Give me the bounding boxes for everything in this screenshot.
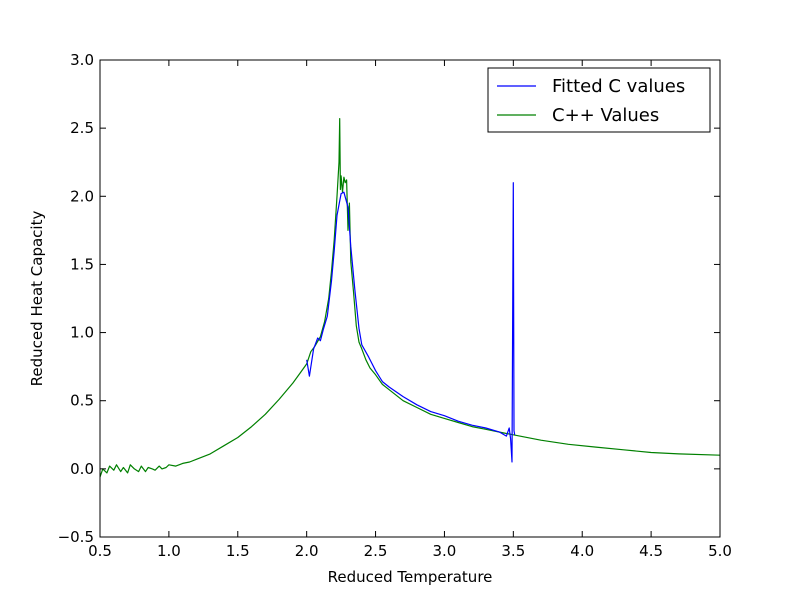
legend-box <box>487 67 711 133</box>
y-tick-label: 2.0 <box>70 187 94 205</box>
x-tick-label: 5.0 <box>708 542 732 560</box>
y-tick-label: 1.5 <box>70 255 94 273</box>
y-tick-label: 1.0 <box>70 324 94 342</box>
x-tick-label: 3.0 <box>433 542 457 560</box>
x-tick-label: 4.0 <box>570 542 594 560</box>
y-tick-label: 3.0 <box>70 51 94 69</box>
y-axis-label: Reduced Heat Capacity <box>28 211 46 387</box>
legend-label-fitted: Fitted C values <box>552 76 685 97</box>
x-tick-label: 1.5 <box>226 542 250 560</box>
x-axis-label: Reduced Temperature <box>328 568 493 586</box>
x-tick-label: 0.5 <box>88 542 112 560</box>
ticks-layer: 0.5 1.0 1.5 2.0 2.5 3.0 3.5 4.0 4.5 5.0 −0.5 0.0 0.5… <box>58 51 732 560</box>
x-tick-label: 1.0 <box>157 542 181 560</box>
series-line-cpp-values <box>100 117 720 478</box>
y-tick-label: 0.5 <box>70 392 94 410</box>
legend-label-cpp: C++ Values <box>552 105 659 126</box>
y-tick-label: −0.5 <box>58 528 94 546</box>
x-tick-label: 3.5 <box>501 542 525 560</box>
series-line-fitted-c-values <box>306 182 516 463</box>
y-tick-label: 2.5 <box>70 119 94 137</box>
x-tick-label: 4.5 <box>639 542 663 560</box>
plot-frame <box>99 59 721 538</box>
legend: Fitted C values C++ Values <box>487 67 711 133</box>
y-tick-label: 0.0 <box>70 460 94 478</box>
series-layer <box>100 117 720 478</box>
x-tick-label: 2.5 <box>364 542 388 560</box>
x-tick-label: 2.0 <box>295 542 319 560</box>
